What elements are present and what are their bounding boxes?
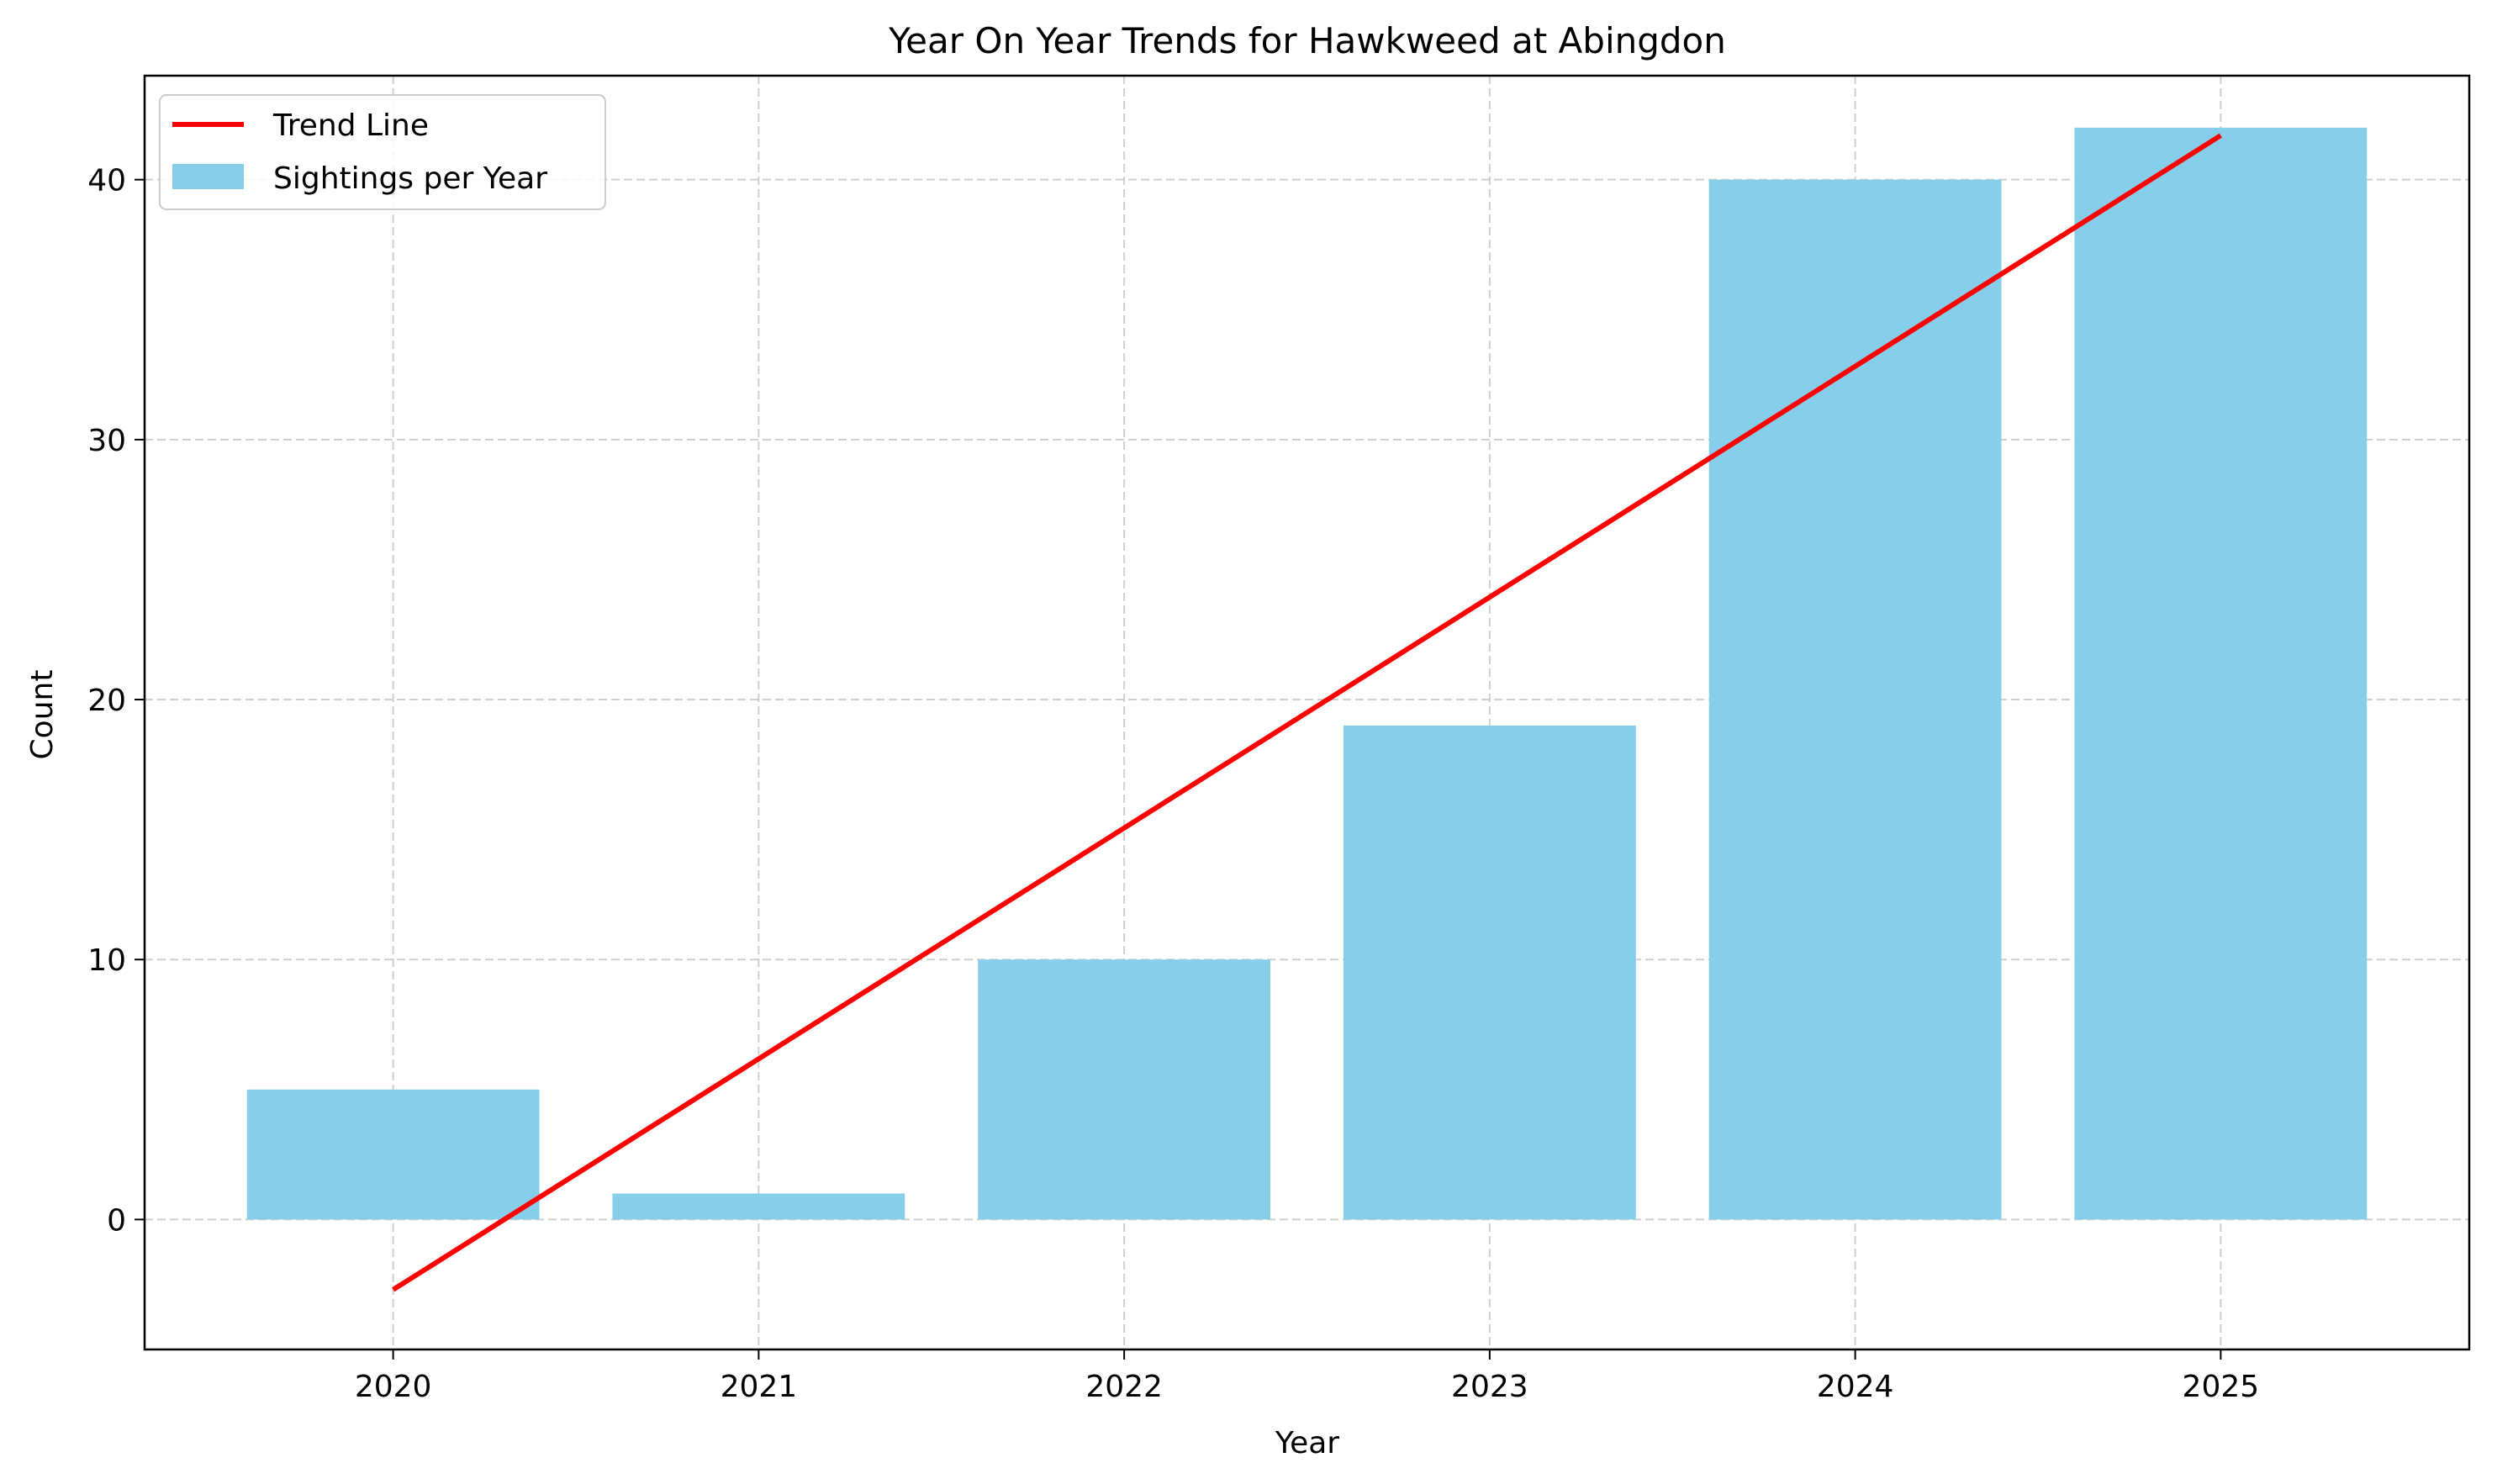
y-tick-label-40: 40 (87, 164, 126, 198)
trend-line (392, 133, 2222, 1292)
bar-2022 (978, 959, 1271, 1220)
plot-area (143, 74, 2471, 1351)
y-axis: 0 10 20 30 40 (87, 164, 145, 1238)
chart-title: Year On Year Trends for Hawkweed at Abin… (888, 20, 1726, 61)
y-tick-label-10: 10 (87, 943, 126, 978)
x-tick-label-2024: 2024 (1817, 1370, 1894, 1404)
x-tick-label-2020: 2020 (355, 1370, 432, 1404)
bars (246, 127, 2368, 1220)
x-axis-label: Year (1275, 1426, 1339, 1460)
x-axis: 2020 2021 2022 2023 2024 2025 (355, 1349, 2259, 1404)
x-tick-label-2025: 2025 (2183, 1370, 2260, 1404)
x-tick-label-2022: 2022 (1085, 1370, 1163, 1404)
y-tick-label-0: 0 (107, 1203, 126, 1238)
x-tick-label-2021: 2021 (721, 1370, 798, 1404)
bar-2024 (1708, 179, 2002, 1220)
plot-frame (143, 74, 2471, 1351)
trend-line-group (392, 133, 2222, 1292)
y-axis-label: Count (25, 670, 60, 760)
legend-trend-label: Trend Line (272, 108, 429, 143)
legend: Trend Line Sightings per Year (159, 94, 606, 210)
bar-2020 (246, 1089, 540, 1220)
legend-bars-label: Sightings per Year (273, 161, 547, 196)
y-tick-label-30: 30 (87, 424, 126, 458)
legend-bars-swatch (172, 164, 244, 189)
legend-box (159, 94, 606, 210)
y-tick-label-20: 20 (87, 684, 126, 718)
bar-2025 (2074, 127, 2368, 1220)
bar-2021 (612, 1193, 905, 1220)
bar-2023 (1343, 725, 1636, 1220)
x-tick-label-2023: 2023 (1451, 1370, 1528, 1404)
